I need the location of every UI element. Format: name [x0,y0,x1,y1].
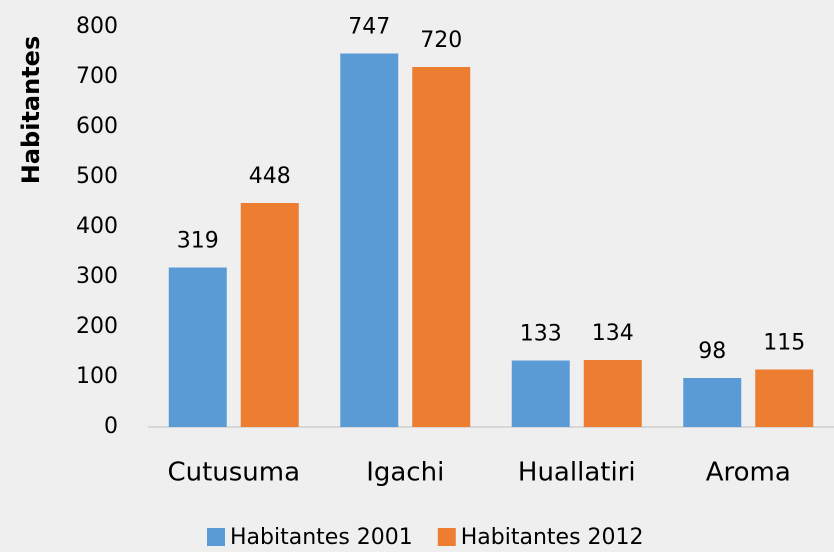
y-tick-label: 300 [76,264,118,289]
y-tick-label: 0 [104,414,118,439]
data-label: 115 [763,331,805,356]
data-label: 319 [177,229,219,254]
bar [240,203,299,427]
y-tick-label: 500 [76,164,118,189]
y-tick-label: 100 [76,364,118,389]
bar [755,369,814,427]
x-tick-label: Aroma [706,458,791,488]
y-tick-label: 600 [76,114,118,139]
y-tick-label: 200 [76,314,118,339]
data-label: 448 [249,164,291,189]
y-tick-label: 800 [76,14,118,39]
data-label: 720 [420,28,462,53]
bar [683,378,742,427]
bar [583,360,642,427]
data-label: 98 [698,339,726,364]
data-label: 747 [348,15,390,40]
data-label: 133 [520,322,562,347]
legend-label: Habitantes 2001 [230,525,413,550]
x-tick-label: Huallatiri [518,458,636,488]
y-tick-label: 400 [76,214,118,239]
bar [412,67,471,427]
bar [511,360,570,427]
legend-swatch [207,528,225,546]
bar [340,53,399,427]
data-label: 134 [592,321,634,346]
x-tick-label: Cutusuma [167,458,300,488]
legend-label: Habitantes 2012 [461,525,644,550]
y-axis-label: Habitantes [17,36,45,184]
legend-swatch [437,528,456,546]
x-tick-label: Igachi [366,458,444,488]
bar [168,267,227,427]
y-tick-label: 700 [76,64,118,89]
